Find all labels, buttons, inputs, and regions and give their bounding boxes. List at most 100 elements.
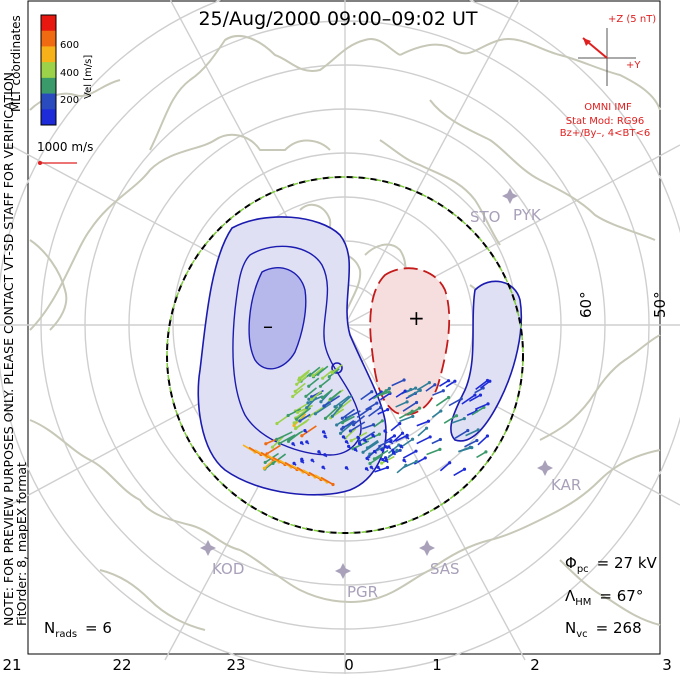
velocity-vector-origin xyxy=(395,448,399,452)
station-label-kod: KOD xyxy=(212,560,244,578)
velocity-vector xyxy=(465,429,479,437)
velocity-vector-origin xyxy=(306,401,310,405)
velocity-vector-origin xyxy=(309,397,314,401)
velocity-vector xyxy=(391,379,405,387)
velocity-vector xyxy=(431,410,442,418)
velocity-vector-origin xyxy=(349,439,353,443)
velocity-vector xyxy=(301,425,317,437)
velocity-vector-origin xyxy=(320,395,325,400)
velocity-vector-origin xyxy=(319,400,323,404)
velocity-vector-origin xyxy=(438,437,442,442)
fit-order-label: FitOrder: 8, mapEX format xyxy=(14,462,29,626)
velocity-vector-origin xyxy=(391,448,395,452)
velocity-vector xyxy=(331,364,343,374)
velocity-vector-origin xyxy=(353,447,357,452)
velocity-vector-origin xyxy=(323,434,327,438)
velocity-vector xyxy=(479,380,491,389)
velocity-vector-origin xyxy=(327,375,331,379)
velocity-vector xyxy=(417,427,428,437)
velocity-vector-origin xyxy=(439,409,443,413)
velocity-vector-origin xyxy=(486,402,490,406)
velocity-vector xyxy=(373,449,389,460)
velocity-vector xyxy=(387,449,398,459)
velocity-vector xyxy=(402,460,417,469)
mlt-label-3: 3 xyxy=(662,656,672,674)
velocity-vector-origin xyxy=(307,384,311,388)
velocity-vector xyxy=(279,434,296,445)
velocity-vector-origin xyxy=(294,417,299,421)
velocity-vector-origin xyxy=(380,419,384,423)
velocity-vector-origin xyxy=(323,416,328,420)
velocity-vector-origin xyxy=(338,431,343,435)
velocity-vector-origin xyxy=(305,440,309,444)
velocity-vector xyxy=(314,402,332,415)
velocity-vector xyxy=(305,387,317,397)
velocity-vector-origin xyxy=(392,434,397,438)
velocity-vector-origin xyxy=(384,389,388,393)
velocity-vector xyxy=(324,406,339,419)
mlt-label-2: 2 xyxy=(530,656,540,674)
velocity-vector-origin xyxy=(475,438,479,443)
velocity-vector xyxy=(328,368,340,378)
velocity-vector xyxy=(395,434,408,442)
velocity-vector-origin xyxy=(277,441,282,446)
velocity-vector xyxy=(398,410,413,419)
velocity-vector-origin xyxy=(321,465,325,469)
velocity-vector xyxy=(365,402,378,411)
velocity-vector-origin xyxy=(414,449,418,453)
velocity-colorbar xyxy=(40,14,57,126)
velocity-vector-origin xyxy=(485,434,490,438)
velocity-vector xyxy=(402,450,417,459)
imf-y-label: +Y xyxy=(626,60,641,71)
velocity-vector xyxy=(443,415,457,424)
velocity-vector xyxy=(466,410,477,416)
velocity-vector xyxy=(272,456,286,466)
velocity-vector xyxy=(336,399,352,412)
velocity-vector xyxy=(287,408,302,417)
velocity-vector-origin xyxy=(298,419,302,423)
velocity-vector xyxy=(266,444,281,455)
velocity-vector-origin xyxy=(468,445,472,449)
velocity-vector-origin xyxy=(330,371,334,375)
velocity-vector-origin xyxy=(303,429,307,433)
imf-source: OMNI IMF xyxy=(584,102,632,113)
velocity-vector-origin xyxy=(291,394,295,399)
velocity-vector-origin xyxy=(371,433,375,437)
velocity-vector xyxy=(294,382,306,392)
velocity-vector-origin xyxy=(293,389,297,393)
velocity-vector xyxy=(362,441,380,453)
velocity-vector-origin xyxy=(341,435,346,439)
imf-dial xyxy=(578,28,636,86)
velocity-vector-origin xyxy=(294,426,298,431)
velocity-vector xyxy=(439,380,449,387)
velocity-vector-origin xyxy=(330,414,334,418)
velocity-vector xyxy=(432,389,444,396)
lat-label-50: 50° xyxy=(651,291,669,318)
velocity-vector xyxy=(319,377,331,387)
velocity-vector-origin xyxy=(331,482,335,487)
velocity-vector-origin xyxy=(300,459,304,463)
velocity-vector xyxy=(451,417,465,424)
velocity-vector xyxy=(474,387,484,394)
colorbar-tick-400: 400 xyxy=(60,68,79,79)
velocity-vector-origin xyxy=(428,435,432,439)
velocity-vector-origin xyxy=(473,393,477,397)
velocity-vector-origin xyxy=(371,423,376,427)
velocity-vector-origin xyxy=(372,449,377,454)
velocity-vector-origin xyxy=(448,461,452,465)
velocity-vector xyxy=(242,444,256,453)
velocity-vector-origin xyxy=(292,461,296,465)
velocity-vector xyxy=(381,455,395,464)
colorbar-swatch xyxy=(41,109,56,126)
velocity-vector-origin xyxy=(485,378,490,383)
velocity-vector-origin xyxy=(347,444,351,448)
station-label-sas: SAS xyxy=(430,560,460,578)
velocity-vector-origin xyxy=(398,421,402,426)
velocity-vector-origin xyxy=(318,384,323,388)
velocity-vector xyxy=(399,415,414,423)
velocity-vector-origin xyxy=(297,378,301,382)
velocity-vector-origin xyxy=(446,379,451,383)
velocity-vector xyxy=(341,408,355,419)
velocity-vector-origin xyxy=(424,426,429,430)
